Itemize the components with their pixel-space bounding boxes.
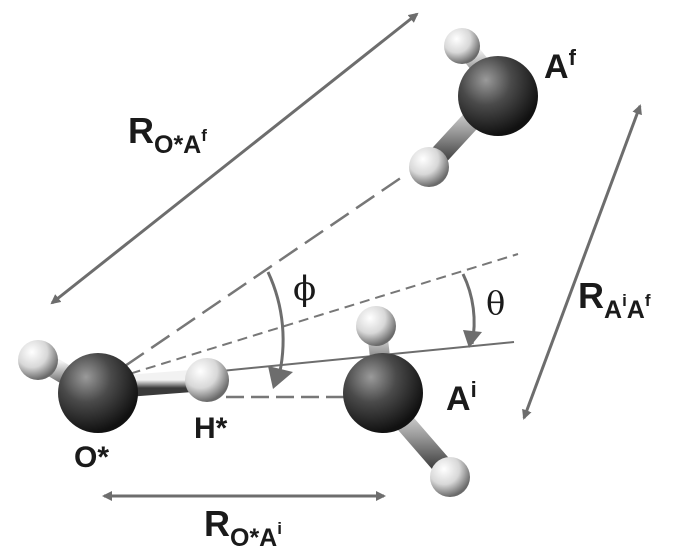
atom-ai-hydrogen-bottom (430, 457, 470, 497)
angle-phi-arrowhead (268, 366, 293, 389)
arrow-r-aiaf (522, 104, 642, 420)
label-distance-aiaf: RAiAf (578, 275, 651, 324)
molecule-acceptor-initial (343, 306, 470, 497)
atom-oxygen-star (58, 353, 138, 433)
atom-hydrogen-star (185, 358, 229, 402)
angle-phi-arc (266, 271, 285, 381)
molecule-donor (18, 340, 229, 433)
atom-donor-hydrogen-left (18, 340, 58, 380)
label-distance-oaf: RO*Af (128, 110, 207, 159)
label-hydrogen-star: H* (194, 412, 228, 445)
label-angle-phi: ϕ (293, 269, 316, 309)
dashed-line-upper (99, 253, 519, 384)
molecule-acceptor-final (409, 28, 538, 187)
label-distance-oai: RO*Ai (204, 503, 282, 552)
dashed-line-to-af (99, 173, 406, 385)
atom-af-oxygen (458, 56, 538, 136)
label-acceptor-final: Af (544, 45, 577, 86)
label-angle-theta: θ (486, 284, 505, 322)
angle-theta-arrowhead (463, 330, 482, 348)
atom-ai-hydrogen-top (356, 306, 396, 346)
label-acceptor-initial: Ai (446, 377, 477, 418)
atom-ai-oxygen (343, 353, 423, 433)
atom-af-hydrogen-bottom (409, 147, 449, 187)
label-oxygen-star: O* (74, 441, 109, 474)
arrow-r-oaf (50, 12, 419, 305)
atom-af-hydrogen-top (444, 28, 480, 64)
